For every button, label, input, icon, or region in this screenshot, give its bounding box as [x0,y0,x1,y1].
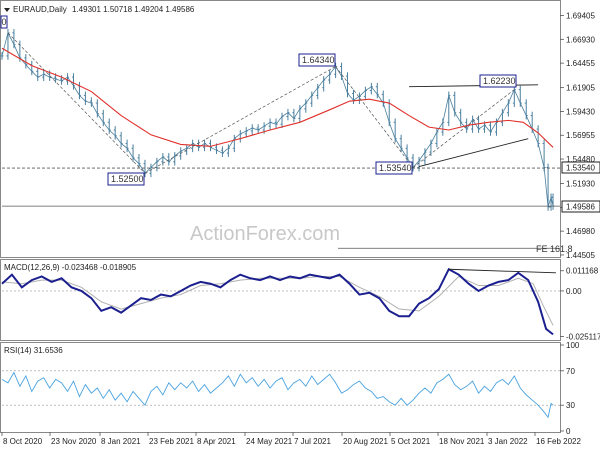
macd-axis-label: 0.011168 [566,267,599,276]
macd-axis-label: -0.025117 [566,332,600,341]
time-axis-label: 5 Oct 2021 [391,437,431,446]
trend-line [412,89,515,168]
rsi-axis-label: 0 [566,427,571,436]
trend-line [418,138,529,167]
high1-label: 1.64340 [302,55,335,65]
moving-average-line [1,47,554,148]
time-axis-label: 23 Feb 2021 [149,437,194,446]
time-axis-label: 16 Feb 2022 [536,437,581,446]
price-line [1,31,554,208]
annotation-low1: 1.52500 [107,172,145,186]
price-axis-label: 1.69405 [566,12,595,21]
dropdown-triangle-icon[interactable] [4,8,10,12]
price-panel-frame [0,0,561,258]
time-axis-label: 8 Oct 2020 [3,437,43,446]
rsi-axis-label: 70 [566,367,575,376]
price-axis-label: 1.46980 [566,227,595,236]
annotation-high1: 1.64340 [298,53,336,67]
low1-label: 1.52500 [111,174,144,184]
macd-line [1,267,554,336]
price-axis-label: 1.56955 [566,131,595,140]
fe-label: FE 161.8 [536,244,573,254]
support-price-badge: 1.53540 [561,161,600,174]
time-axis-label: 8 Apr 2021 [197,437,236,446]
price-axis-label: 1.44505 [566,251,595,260]
support-price-label: 1.53540 [566,164,595,173]
trend-line [144,66,336,174]
time-axis-label: 8 Jan 2021 [101,437,141,446]
time-axis-label: 3 Jan 2022 [488,437,528,446]
rsi-line [1,371,554,419]
macd-axis-label: 0.00 [566,287,582,296]
price-axis-label: 1.54480 [566,155,595,164]
current-price-badge: 1.49586 [561,200,600,213]
macd-layer [1,267,560,336]
ohlc-readout: 1.49301 1.50718 1.49204 1.49586 [72,5,195,14]
overlay-layer [1,32,560,249]
annotation-left-tag: 0 [0,15,8,29]
rsi-layer [1,370,560,419]
price-axis-label: 1.61905 [566,84,595,93]
price-axis-label: 1.51930 [566,180,595,189]
chart-header: EURAUD,Daily 1.49301 1.50718 1.49204 1.4… [4,5,195,14]
macd-title: MACD(12,26,9) -0.023468 -0.018905 [4,263,137,272]
rsi-panel-frame [0,342,561,433]
price-axis-label: 1.66930 [566,35,595,44]
macd-signal-line [1,275,554,326]
watermark: ActionForex.com [190,223,340,245]
macd-panel-frame [0,259,561,341]
annotation-low2: 1.53540 [375,161,413,175]
axis-layer: 1.69405 1.66930 1.64455 1.61905 1.59430 1.569… [1,12,600,446]
left-tag-label: 0 [2,17,7,27]
macd-divergence-line [448,268,557,274]
rsi-axis-label: 100 [566,341,580,350]
high2-label: 1.62230 [483,76,516,86]
price-series-layer [0,29,555,211]
price-axis-label: 1.64455 [566,59,595,68]
time-axis-label: 7 Jul 2021 [294,437,331,446]
time-axis-label: 23 Nov 2020 [51,437,97,446]
annotation-high2: 1.62230 [479,74,517,88]
symbol-title: EURAUD,Daily [13,5,67,14]
trend-line [7,32,146,174]
time-axis-label: 24 May 2021 [246,437,293,446]
trend-line [335,66,414,168]
time-axis-label: 20 Aug 2021 [343,437,388,446]
trend-line [409,84,539,88]
time-axis-label: 18 Nov 2021 [439,437,485,446]
current-price-label: 1.49586 [566,203,595,212]
price-axis-label: 1.59430 [566,107,595,116]
rsi-title: RSI(14) 31.6536 [4,346,63,355]
low2-label: 1.53540 [379,163,412,173]
rsi-axis-label: 30 [566,401,575,410]
